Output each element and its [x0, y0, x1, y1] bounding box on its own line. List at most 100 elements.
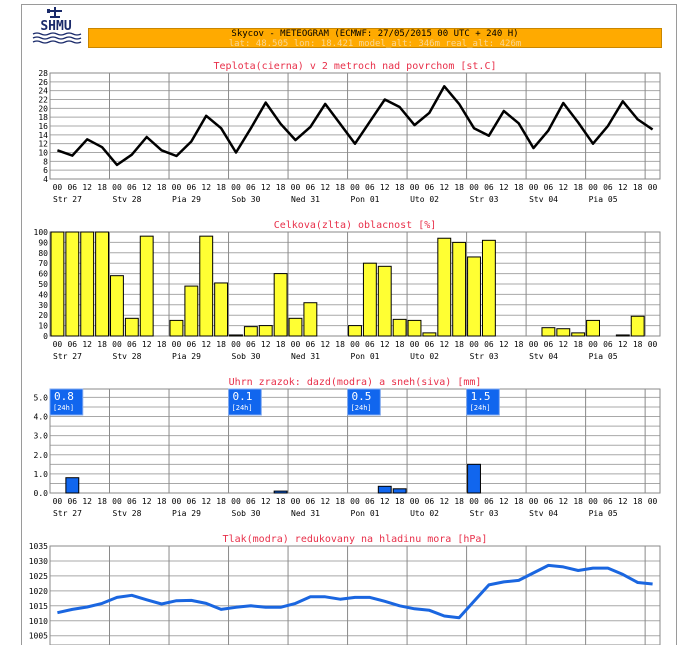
- cloud-bar: [184, 285, 199, 337]
- x-hour-label: 06: [603, 183, 613, 192]
- x-hour-label: 06: [484, 340, 494, 349]
- y-tick-label: 20: [38, 104, 48, 113]
- x-hour-label: 00: [291, 497, 301, 506]
- y-tick-label: 1015: [29, 602, 48, 611]
- y-tick-label: 1035: [29, 542, 48, 551]
- x-hour-label: 06: [187, 340, 197, 349]
- y-tick-label: 30: [38, 301, 48, 310]
- x-hour-label: 18: [573, 497, 583, 506]
- x-hour-label: 18: [454, 340, 464, 349]
- cloud-bar: [392, 318, 407, 337]
- cloud-bar: [199, 235, 214, 337]
- precipitation-bar: [377, 485, 392, 494]
- badge-background: [347, 388, 381, 416]
- x-hour-label: 12: [201, 497, 211, 506]
- y-tick-label: 20: [38, 311, 48, 320]
- x-hour-label: 18: [335, 497, 345, 506]
- cloud-bar: [95, 231, 110, 337]
- x-day-label: Sob 30: [232, 195, 261, 204]
- precipitation-bar: [467, 463, 481, 494]
- x-hour-label: 18: [276, 183, 286, 192]
- cloud-bar: [452, 241, 467, 337]
- x-day-label: Pon 01: [351, 195, 380, 204]
- y-tick-label: 60: [38, 270, 48, 279]
- x-hour-label: 00: [588, 183, 598, 192]
- x-hour-label: 00: [469, 497, 479, 506]
- badge-background: [228, 388, 262, 416]
- x-day-label: Stv 28: [113, 509, 142, 518]
- y-tick-label: 10: [38, 322, 48, 331]
- badge-background: [49, 388, 84, 416]
- cloud-bar: [630, 315, 645, 337]
- x-hour-label: 18: [335, 183, 345, 192]
- y-tick-label: 26: [38, 78, 48, 87]
- x-hour-label: 12: [320, 497, 330, 506]
- badge-value: 0.1: [233, 390, 253, 403]
- x-hour-label: 00: [410, 340, 420, 349]
- daily-total-badge: 1.5[24h]: [466, 388, 500, 416]
- x-day-label: Uto 02: [410, 352, 439, 361]
- x-day-label: Stv 04: [529, 509, 558, 518]
- x-day-label: Pia 05: [589, 352, 618, 361]
- x-hour-label: 18: [395, 183, 405, 192]
- x-day-label: Str 27: [53, 195, 82, 204]
- x-hour-label: 06: [484, 183, 494, 192]
- badge-unit: [24h]: [232, 404, 253, 412]
- cloud-bar: [288, 317, 303, 337]
- x-day-label: Stv 04: [529, 352, 558, 361]
- y-tick-label: 90: [38, 238, 48, 247]
- x-hour-label: 18: [633, 183, 643, 192]
- x-hour-label: 12: [142, 183, 152, 192]
- x-hour-label: 18: [633, 340, 643, 349]
- x-day-label: Uto 02: [410, 195, 439, 204]
- x-hour-label: 00: [53, 497, 63, 506]
- x-hour-label: 00: [172, 183, 182, 192]
- cloud-bar: [273, 273, 288, 337]
- x-hour-label: 00: [112, 183, 122, 192]
- x-hour-label: 00: [231, 497, 241, 506]
- badge-unit: [24h]: [351, 404, 372, 412]
- cloud-bar: [110, 275, 124, 337]
- y-tick-label: 18: [38, 113, 48, 122]
- x-hour-label: 18: [573, 183, 583, 192]
- x-hour-label: 00: [172, 497, 182, 506]
- x-day-label: Pia 05: [589, 509, 618, 518]
- y-tick-label: 8: [43, 157, 48, 166]
- x-hour-label: 06: [365, 340, 375, 349]
- x-hour-label: 12: [380, 497, 390, 506]
- x-hour-label: 06: [246, 340, 256, 349]
- x-day-label: Str 03: [470, 509, 499, 518]
- x-hour-label: 18: [573, 340, 583, 349]
- logo-text: SHMU: [40, 19, 71, 34]
- plot-border: [49, 72, 661, 180]
- y-tick-label: 100: [34, 228, 49, 237]
- y-tick-label: 1025: [29, 572, 48, 581]
- x-hour-label: 00: [350, 183, 360, 192]
- x-hour-label: 00: [291, 183, 301, 192]
- pressure-chart: Tlak(modra) redukovany na hladinu mora […: [29, 534, 661, 645]
- x-day-label: Str 27: [53, 352, 82, 361]
- x-day-label: Stv 28: [113, 352, 142, 361]
- x-hour-label: 00: [648, 183, 658, 192]
- cloud-bar: [348, 325, 362, 337]
- x-hour-label: 06: [425, 183, 435, 192]
- x-hour-label: 06: [544, 497, 554, 506]
- x-hour-label: 00: [112, 340, 122, 349]
- temperature-line: [56, 85, 654, 167]
- x-hour-label: 06: [127, 497, 137, 506]
- x-hour-label: 00: [291, 340, 301, 349]
- cloud-bar: [139, 235, 154, 337]
- x-day-label: Sob 30: [232, 509, 261, 518]
- cloud-bar: [258, 325, 273, 337]
- x-hour-label: 06: [603, 497, 613, 506]
- cloud-bar: [124, 317, 139, 337]
- x-hour-label: 18: [157, 340, 167, 349]
- x-hour-label: 00: [469, 340, 479, 349]
- x-hour-label: 12: [380, 340, 390, 349]
- cloud-bar: [214, 282, 229, 337]
- x-day-label: Str 27: [53, 509, 82, 518]
- x-hour-label: 06: [127, 183, 137, 192]
- y-tick-label: 24: [38, 87, 48, 96]
- x-hour-label: 12: [558, 497, 568, 506]
